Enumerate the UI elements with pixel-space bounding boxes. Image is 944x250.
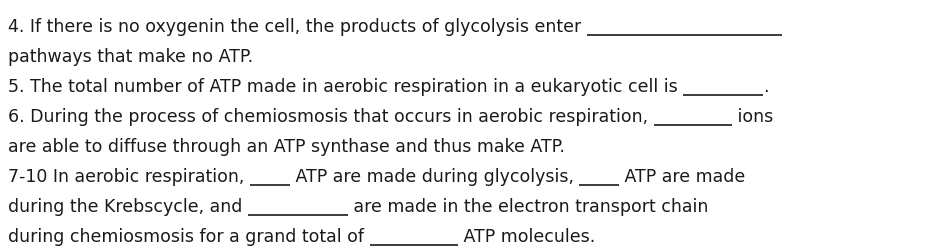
Text: during chemiosmosis for a grand total of: during chemiosmosis for a grand total of bbox=[8, 228, 369, 246]
Text: 4. If there is no oxygenin the cell, the products of glycolysis enter: 4. If there is no oxygenin the cell, the… bbox=[8, 18, 586, 36]
Text: pathways that make no ATP.: pathways that make no ATP. bbox=[8, 48, 253, 66]
Text: are able to diffuse through an ATP synthase and thus make ATP.: are able to diffuse through an ATP synth… bbox=[8, 138, 565, 156]
Text: 5. The total number of ATP made in aerobic respiration in a eukaryotic cell is: 5. The total number of ATP made in aerob… bbox=[8, 78, 683, 96]
Text: 6. During the process of chemiosmosis that occurs in aerobic respiration,: 6. During the process of chemiosmosis th… bbox=[8, 108, 653, 126]
Text: ATP molecules.: ATP molecules. bbox=[457, 228, 594, 246]
Text: during the Krebscycle, and: during the Krebscycle, and bbox=[8, 198, 247, 216]
Text: .: . bbox=[763, 78, 767, 96]
Text: are made in the electron transport chain: are made in the electron transport chain bbox=[347, 198, 707, 216]
Text: ATP are made: ATP are made bbox=[618, 168, 745, 186]
Text: ATP are made during glycolysis,: ATP are made during glycolysis, bbox=[290, 168, 579, 186]
Text: ions: ions bbox=[731, 108, 772, 126]
Text: 7-10 In aerobic respiration,: 7-10 In aerobic respiration, bbox=[8, 168, 249, 186]
